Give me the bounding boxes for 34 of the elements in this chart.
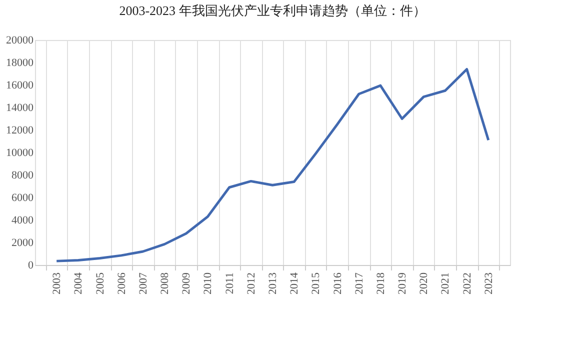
x-tick-label: 2023 xyxy=(482,272,495,294)
x-tick-label: 2015 xyxy=(310,272,322,294)
y-tick-label: 2000 xyxy=(12,237,34,249)
x-tick-label: 2018 xyxy=(374,272,387,294)
x-tick-label: 2016 xyxy=(332,272,344,294)
y-tick-label: 12000 xyxy=(6,124,34,136)
chart-title: 2003-2023 年我国光伏产业专利申请趋势（单位：件） xyxy=(119,3,426,18)
y-tick-label: 8000 xyxy=(12,170,34,182)
x-tick-label: 2014 xyxy=(288,272,301,294)
x-tick-label: 2009 xyxy=(180,272,193,294)
line-series xyxy=(55,68,490,262)
x-tick-label: 2013 xyxy=(267,272,279,294)
x-tick-label: 2017 xyxy=(353,272,366,294)
x-tick-label: 2011 xyxy=(224,272,236,294)
x-tick-label: 2022 xyxy=(461,272,474,294)
x-tick-label: 2010 xyxy=(202,272,214,294)
y-tick-label: 14000 xyxy=(6,102,34,114)
x-tick-label: 2020 xyxy=(418,272,430,294)
y-tick-label: 6000 xyxy=(12,192,34,204)
x-tick-label: 2003 xyxy=(51,272,64,294)
x-tick-label: 2008 xyxy=(159,272,172,294)
y-tick-label: 0 xyxy=(28,260,34,272)
x-tick-label: 2004 xyxy=(72,272,85,294)
y-tick-label: 20000 xyxy=(6,34,34,46)
y-tick-label: 18000 xyxy=(6,57,34,69)
x-tick-label: 2021 xyxy=(440,272,452,294)
x-tick-label: 2007 xyxy=(137,272,150,294)
x-tick-label: 2005 xyxy=(94,272,106,294)
x-tick-label: 2006 xyxy=(116,272,128,294)
y-tick-label: 4000 xyxy=(12,214,34,226)
x-tick-label: 2012 xyxy=(245,272,258,294)
y-tick-label: 16000 xyxy=(6,80,34,92)
x-tick-label: 2019 xyxy=(396,272,409,294)
y-tick-label: 10000 xyxy=(6,147,34,159)
